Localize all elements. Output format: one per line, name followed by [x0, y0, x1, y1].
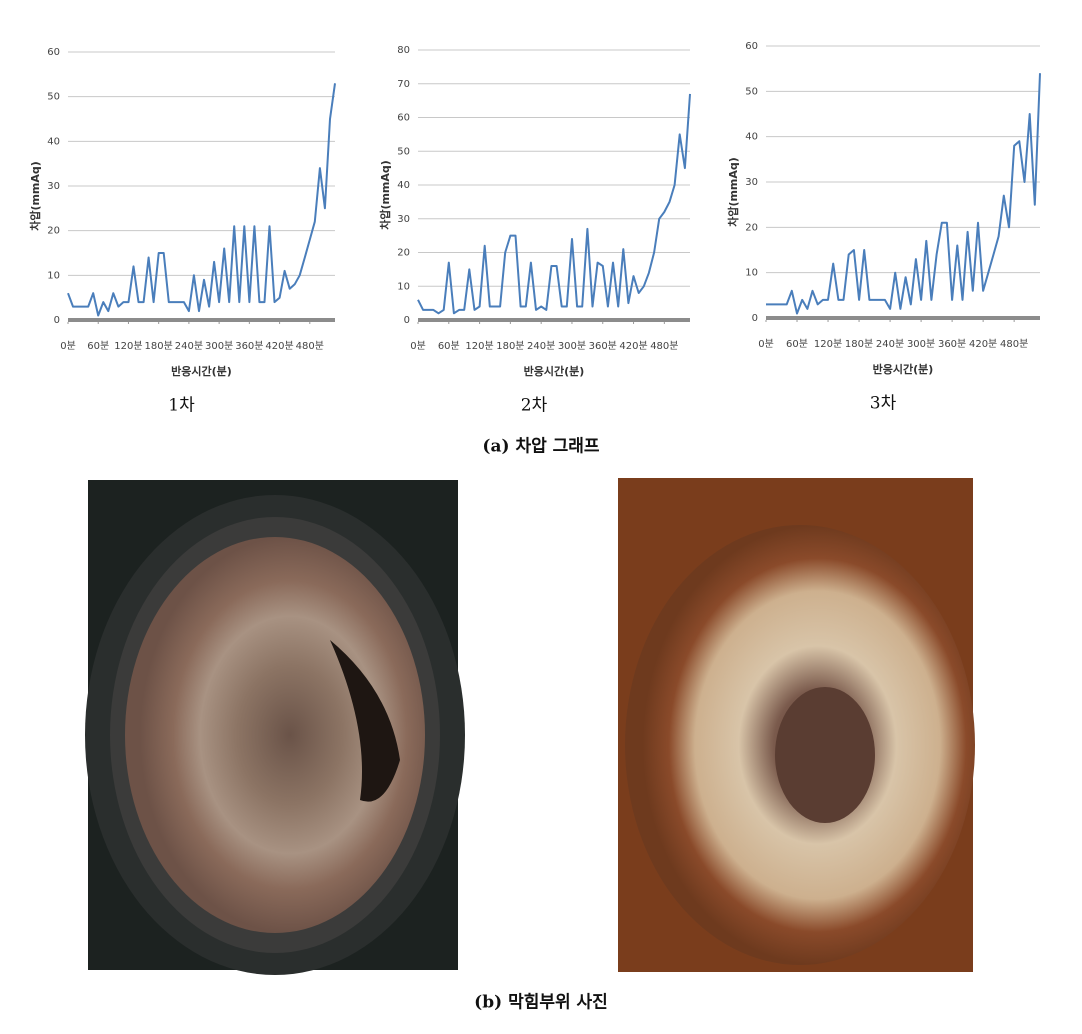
photo — [85, 480, 465, 975]
y-tick-label: 30 — [745, 177, 758, 188]
x-tick-label: 120분 — [814, 338, 842, 350]
y-tick-label: 20 — [397, 248, 410, 259]
x-tick-label: 0분 — [60, 340, 76, 352]
x-axis-title: 반응시간(분) — [171, 364, 232, 378]
caption: (b) 막힘부위 사진 — [474, 992, 608, 1013]
y-tick-label: 60 — [745, 41, 758, 52]
y-tick-label: 80 — [397, 45, 410, 56]
y-tick-label: 60 — [397, 113, 410, 124]
panel-label: 1차 — [168, 396, 195, 416]
x-tick-label: 180분 — [845, 338, 873, 350]
x-tick-label: 420분 — [619, 340, 647, 352]
x-tick-label: 360분 — [235, 340, 263, 352]
y-tick-label: 20 — [745, 222, 758, 233]
x-tick-label: 240분 — [175, 340, 203, 352]
y-tick-label: 60 — [47, 47, 60, 58]
data-line — [417, 93, 691, 315]
x-axis-title: 반응시간(분) — [524, 364, 585, 378]
x-tick-label: 0분 — [758, 338, 774, 350]
x-tick-label: 60분 — [438, 340, 460, 352]
x-tick-label: 240분 — [876, 338, 904, 350]
x-tick-label: 0분 — [410, 340, 426, 352]
data-line — [67, 83, 336, 317]
y-tick-label: 10 — [47, 270, 60, 281]
y-axis-title: 차압(mmAq) — [378, 160, 392, 230]
y-axis-title: 차압(mmAq) — [726, 157, 740, 227]
x-tick-label: 300분 — [205, 340, 233, 352]
y-tick-label: 0 — [404, 315, 410, 326]
y-tick-label: 10 — [745, 268, 758, 279]
x-tick-label: 180분 — [145, 340, 173, 352]
y-tick-label: 0 — [752, 313, 758, 324]
y-axis-title: 차압(mmAq) — [28, 161, 42, 231]
y-tick-label: 40 — [47, 136, 60, 147]
x-tick-label: 300분 — [558, 340, 586, 352]
y-tick-label: 20 — [47, 226, 60, 237]
y-tick-label: 0 — [54, 315, 60, 326]
x-tick-label: 180분 — [496, 340, 524, 352]
panel-label: 2차 — [521, 396, 548, 416]
x-tick-label: 480분 — [296, 340, 324, 352]
x-axis-title: 반응시간(분) — [873, 362, 934, 376]
y-tick-label: 30 — [47, 181, 60, 192]
x-tick-label: 300분 — [907, 338, 935, 350]
data-line — [766, 73, 1041, 315]
x-tick-label: 420분 — [969, 338, 997, 350]
y-tick-label: 50 — [745, 86, 758, 97]
panel-label: 3차 — [870, 394, 897, 414]
x-tick-label: 480분 — [1000, 338, 1028, 350]
x-tick-label: 360분 — [589, 340, 617, 352]
x-tick-label: 480분 — [650, 340, 678, 352]
y-tick-label: 50 — [47, 92, 60, 103]
photo — [618, 478, 975, 972]
x-tick-label: 420분 — [265, 340, 293, 352]
caption: (a) 차압 그래프 — [482, 436, 599, 457]
y-tick-label: 30 — [397, 214, 410, 225]
x-tick-label: 60분 — [87, 340, 109, 352]
x-tick-label: 120분 — [114, 340, 142, 352]
x-tick-label: 120분 — [465, 340, 493, 352]
x-tick-label: 240분 — [527, 340, 555, 352]
y-tick-label: 40 — [745, 132, 758, 143]
y-tick-label: 70 — [397, 79, 410, 90]
y-tick-label: 50 — [397, 146, 410, 157]
y-tick-label: 10 — [397, 281, 410, 292]
x-tick-label: 60분 — [786, 338, 808, 350]
x-tick-label: 360분 — [938, 338, 966, 350]
y-tick-label: 40 — [397, 180, 410, 191]
